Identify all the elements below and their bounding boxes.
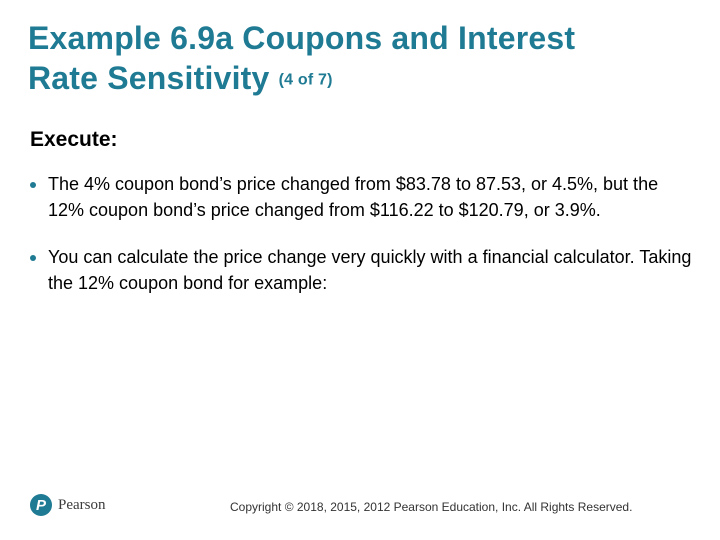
slide-container: Example 6.9a Coupons and Interest Rate S…: [0, 0, 720, 540]
execute-heading: Execute:: [30, 128, 118, 152]
bullet-dot-icon: [30, 255, 36, 261]
pearson-wordmark: Pearson: [58, 497, 106, 514]
pearson-logo: P Pearson: [30, 494, 106, 516]
title-line2: Rate Sensitivity: [28, 60, 270, 96]
bullet-dot-icon: [30, 182, 36, 188]
list-item: The 4% coupon bond’s price changed from …: [30, 172, 695, 223]
title-line1: Example 6.9a Coupons and Interest: [28, 18, 700, 58]
title-block: Example 6.9a Coupons and Interest Rate S…: [28, 18, 700, 98]
copyright-text: Copyright © 2018, 2015, 2012 Pearson Edu…: [230, 500, 632, 514]
bullets-list: The 4% coupon bond’s price changed from …: [30, 172, 695, 318]
bullet-text-1: The 4% coupon bond’s price changed from …: [48, 172, 695, 223]
list-item: You can calculate the price change very …: [30, 245, 695, 296]
bullet-text-2: You can calculate the price change very …: [48, 245, 695, 296]
title-annotation: (4 of 7): [279, 72, 333, 89]
pearson-p-icon: P: [30, 494, 52, 516]
footer-bar: P Pearson Copyright © 2018, 2015, 2012 P…: [0, 486, 720, 526]
title-line2-row: Rate Sensitivity (4 of 7): [28, 58, 700, 98]
